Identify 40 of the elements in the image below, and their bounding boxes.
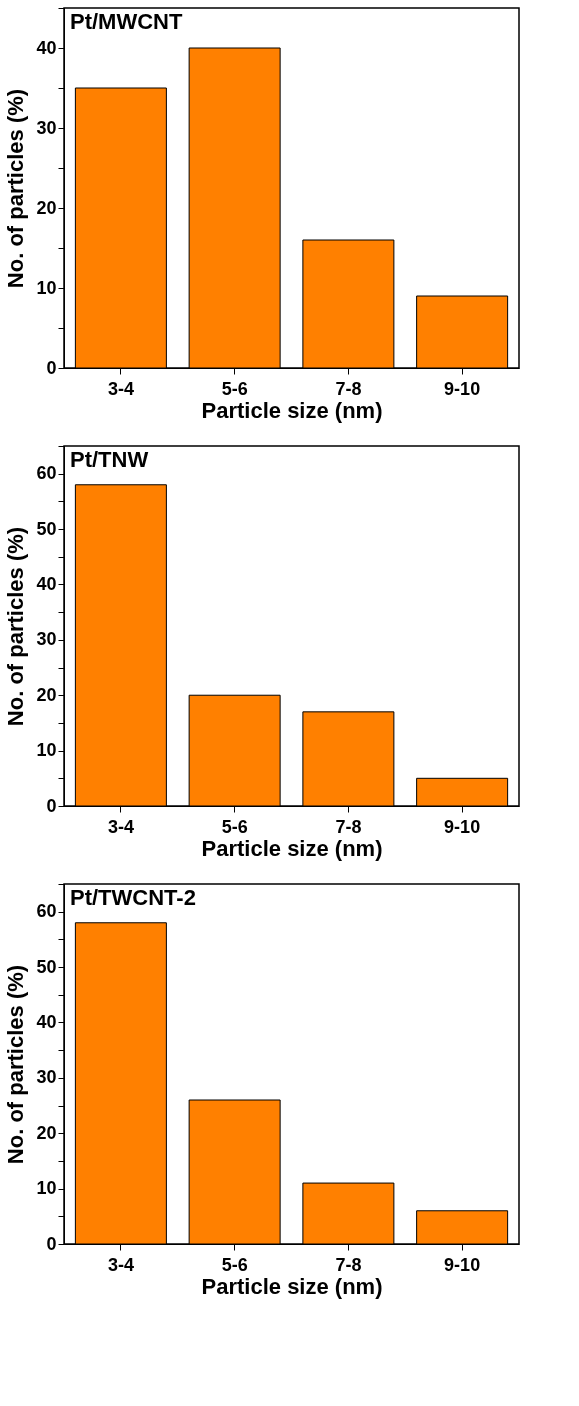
x-axis-title: Particle size (nm) (201, 835, 383, 861)
x-tick-label: 9-10 (444, 378, 481, 399)
y-tick-label: 0 (46, 357, 57, 378)
y-tick-label: 20 (36, 684, 57, 705)
y-tick-label: 50 (36, 956, 57, 977)
x-axis-title: Particle size (nm) (201, 1273, 383, 1299)
x-tick-label: 5-6 (221, 1254, 248, 1275)
x-tick-label: 7-8 (335, 816, 362, 837)
x-tick-label: 9-10 (444, 816, 481, 837)
y-tick-label: 40 (36, 37, 57, 58)
y-tick-label: 30 (36, 117, 57, 138)
x-tick-label: 7-8 (335, 378, 362, 399)
x-axis-title: Particle size (nm) (201, 397, 383, 423)
y-axis-title: No. of particles (%) (3, 526, 29, 727)
x-tick-label: 7-8 (335, 1254, 362, 1275)
x-tick-label: 5-6 (221, 816, 248, 837)
x-tick-label: 3-4 (107, 1254, 134, 1275)
y-tick-label: 60 (36, 901, 57, 922)
chart-title: Pt/TNW (70, 447, 149, 472)
x-tick-label: 9-10 (444, 1254, 481, 1275)
y-tick-label: 10 (36, 1178, 57, 1199)
y-tick-label: 50 (36, 518, 57, 539)
y-axis-title: No. of particles (%) (3, 964, 29, 1165)
y-tick-label: 10 (36, 740, 57, 761)
y-tick-label: 20 (36, 197, 57, 218)
x-tick-label: 3-4 (107, 378, 134, 399)
x-tick-label: 5-6 (221, 378, 248, 399)
x-tick-label: 3-4 (107, 816, 134, 837)
y-tick-label: 0 (46, 795, 57, 816)
y-tick-label: 40 (36, 573, 57, 594)
y-axis-title: No. of particles (%) (3, 88, 29, 289)
y-tick-label: 10 (36, 277, 57, 298)
y-tick-label: 40 (36, 1011, 57, 1032)
y-tick-label: 30 (36, 1067, 57, 1088)
chart-title: Pt/TWCNT-2 (70, 885, 196, 910)
y-tick-label: 20 (36, 1122, 57, 1143)
y-tick-label: 0 (46, 1233, 57, 1254)
y-tick-label: 30 (36, 629, 57, 650)
chart-title: Pt/MWCNT (70, 9, 183, 34)
y-tick-label: 60 (36, 463, 57, 484)
